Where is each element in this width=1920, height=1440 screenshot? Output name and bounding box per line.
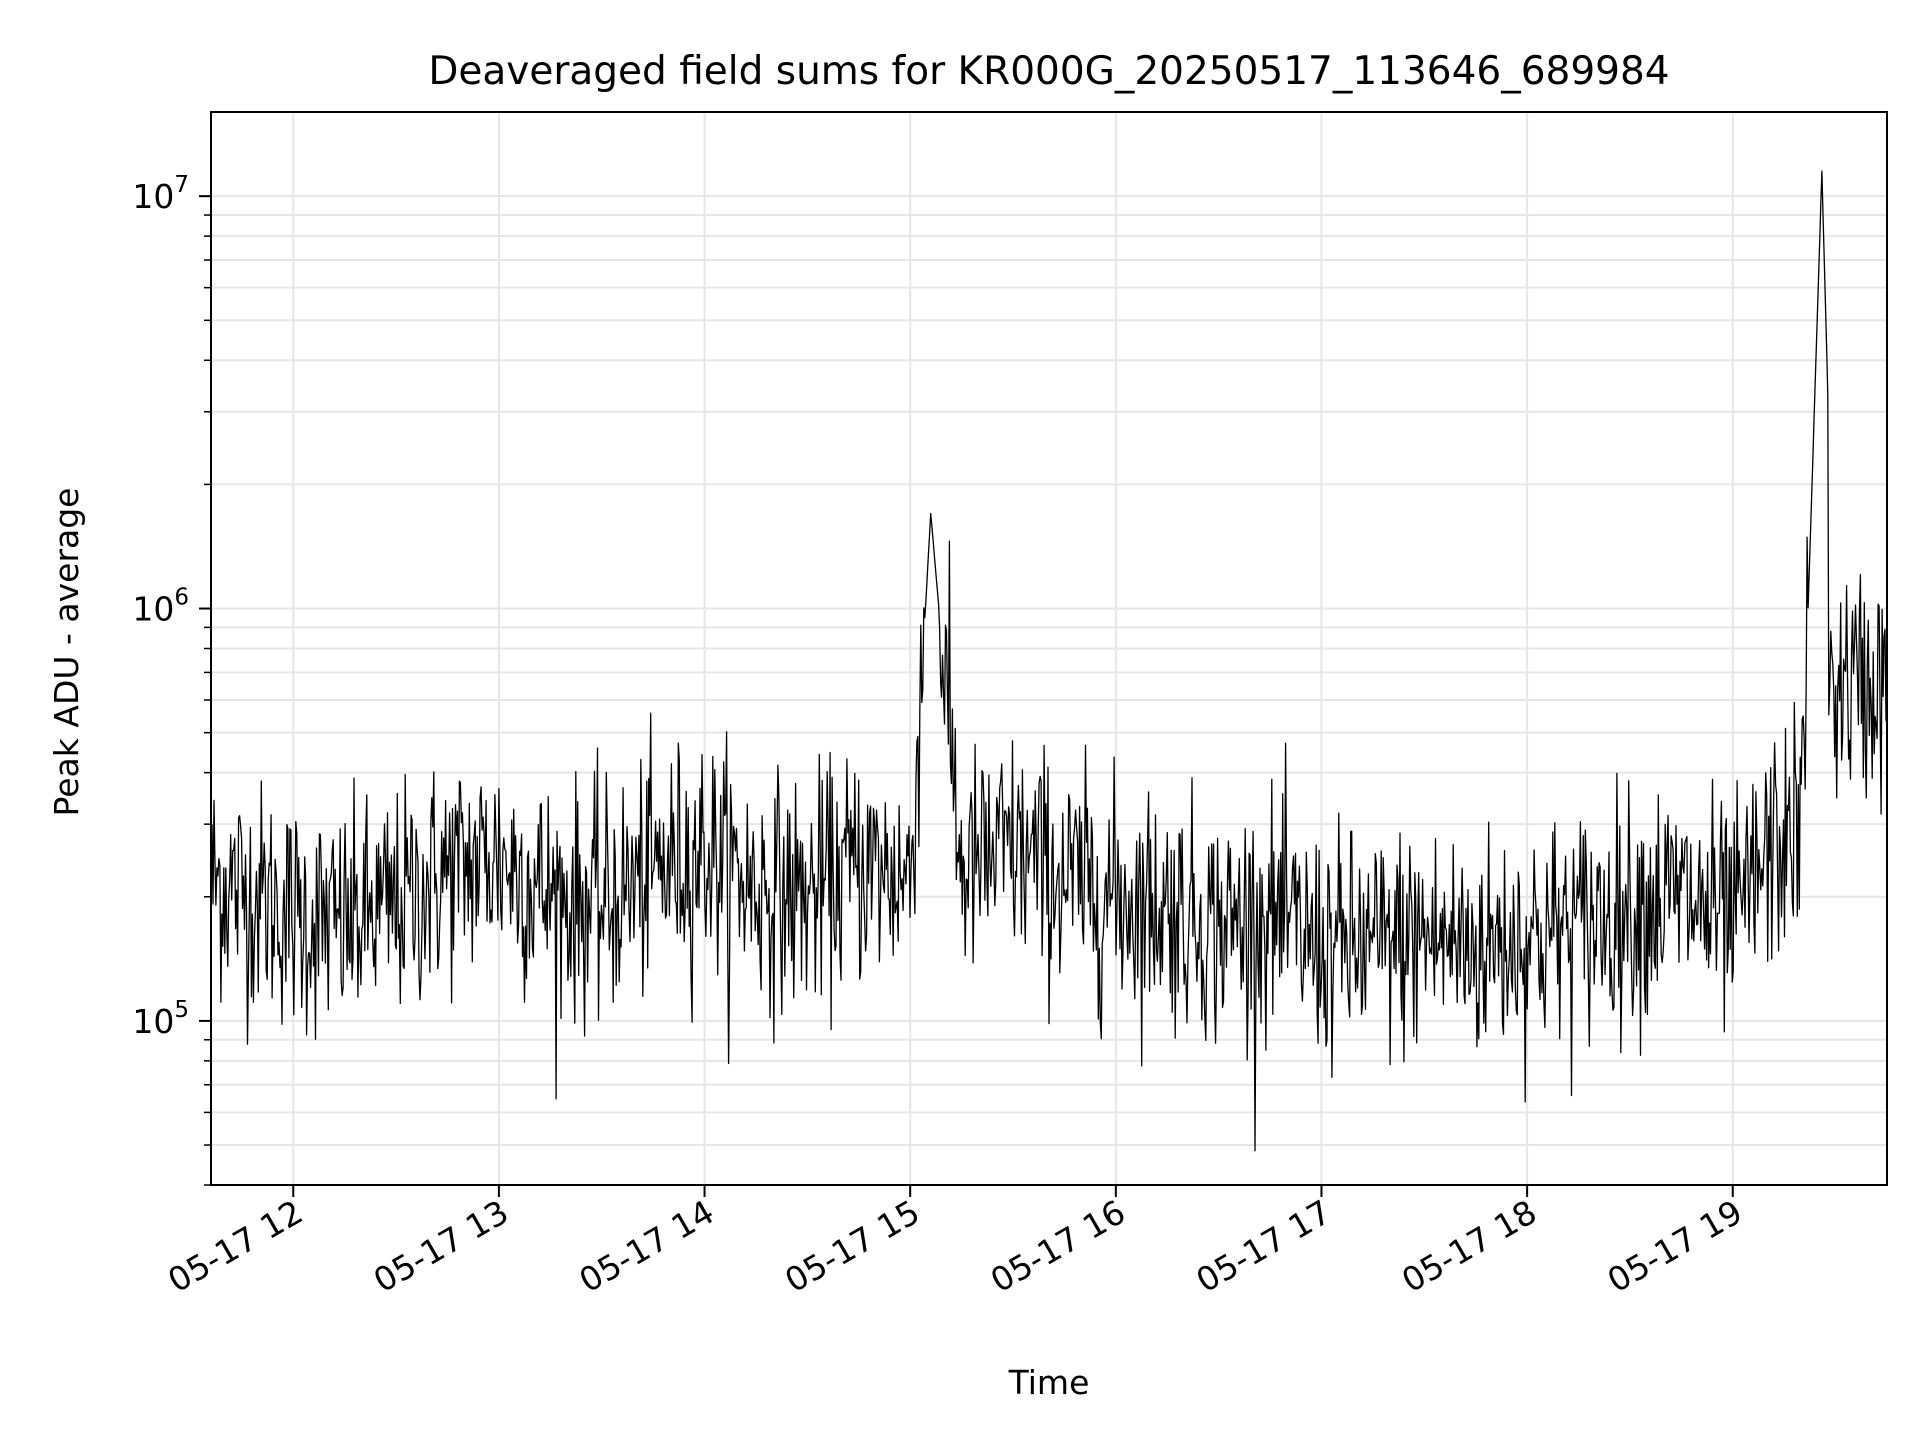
grid bbox=[211, 112, 1887, 1186]
y-tick-label: 106 bbox=[132, 585, 189, 629]
data-series bbox=[210, 170, 1888, 1152]
y-tick-label: 107 bbox=[132, 172, 189, 216]
y-axis-label: Peak ADU - average bbox=[47, 488, 86, 817]
series-line bbox=[210, 170, 1888, 1152]
chart-title: Deaveraged field sums for KR000G_2025051… bbox=[428, 49, 1669, 94]
y-tick-label: 105 bbox=[132, 997, 189, 1041]
plot-frame bbox=[210, 111, 1888, 1186]
x-axis-label: Time bbox=[1008, 1363, 1090, 1402]
